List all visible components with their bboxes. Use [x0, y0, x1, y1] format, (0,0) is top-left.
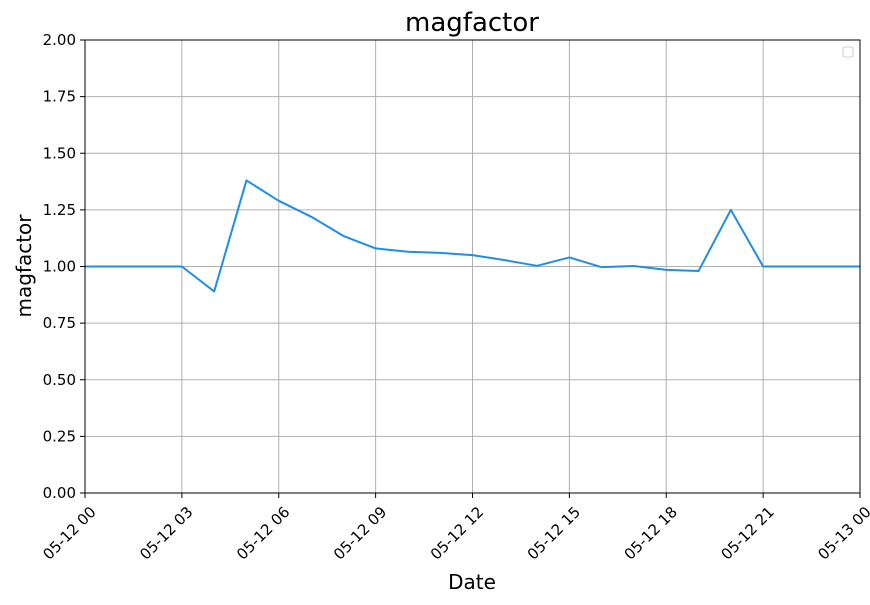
axis-ticks: 0.00 0.25 0.50 0.75 1.00 1.25 1.50 1.75 2.00 05-1…	[39, 31, 870, 563]
y-tick-label: 0.75	[43, 314, 76, 332]
y-tick-label: 0.50	[43, 371, 76, 389]
y-tick-label: 2.00	[43, 31, 76, 49]
y-tick-label: 1.75	[43, 88, 76, 106]
series-line-0	[85, 179, 860, 293]
x-tick-label: 05-12 21	[717, 503, 777, 563]
x-tick-label: 05-12 03	[136, 503, 196, 563]
grid	[84, 39, 861, 494]
x-axis-label: Date	[448, 570, 496, 594]
series-layer	[85, 179, 860, 293]
x-tick-label: 05-12 18	[621, 503, 681, 563]
y-tick-label: 1.50	[43, 144, 76, 162]
chart-title: magfactor	[405, 8, 539, 38]
x-tick-label: 05-12 00	[39, 503, 99, 563]
y-tick-label: 0.00	[43, 484, 76, 502]
y-axis-label: magfactor	[12, 214, 36, 318]
x-tick-label: 05-12 09	[330, 503, 390, 563]
x-tick-label: 05-12 06	[233, 503, 293, 563]
y-tick-label: 1.00	[43, 258, 76, 276]
x-tick-label: 05-13 00	[814, 503, 870, 563]
legend-box	[842, 46, 854, 58]
x-tick-label: 05-12 15	[524, 503, 584, 563]
x-tick-label: 05-12 12	[427, 503, 487, 563]
y-tick-label: 0.25	[43, 427, 76, 445]
y-tick-label: 1.25	[43, 201, 76, 219]
